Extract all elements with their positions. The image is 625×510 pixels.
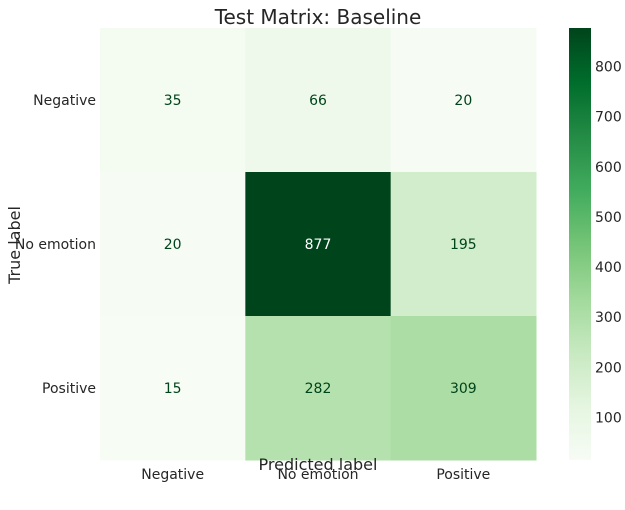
heatmap-cell xyxy=(245,28,392,173)
cell-value-label: 20 xyxy=(164,237,182,253)
x-tick-label: No emotion xyxy=(277,467,358,483)
cell-value-label: 282 xyxy=(305,381,332,397)
heatmap-cell xyxy=(245,316,392,461)
heatmap-cells xyxy=(100,28,537,461)
colorbar-tick-label: 500 xyxy=(595,210,622,226)
cell-value-label: 877 xyxy=(305,237,332,253)
colorbar-tick-label: 400 xyxy=(595,260,622,276)
colorbar-tick-label: 800 xyxy=(595,60,622,76)
colorbar-tick-label: 700 xyxy=(595,110,622,126)
x-tick-labels: Negative No emotion Positive xyxy=(141,467,490,483)
heatmap-cell xyxy=(245,172,392,317)
y-tick-label: Positive xyxy=(42,381,96,397)
cell-value-label: 15 xyxy=(164,381,182,397)
cell-value-label: 195 xyxy=(450,237,477,253)
colorbar-tick-labels: 100 200 300 400 500 600 700 800 xyxy=(595,60,622,427)
y-tick-labels: Negative No emotion Positive xyxy=(15,93,96,397)
heatmap-cell xyxy=(390,172,537,317)
heatmap-cell xyxy=(100,28,246,173)
cell-value-label: 66 xyxy=(309,93,327,109)
cell-value-labels: 35 66 20 20 877 195 15 282 309 xyxy=(164,93,477,397)
cell-value-label: 20 xyxy=(454,93,472,109)
colorbar-tick-label: 300 xyxy=(595,310,622,326)
colorbar-tick-label: 600 xyxy=(595,160,622,176)
cell-value-label: 309 xyxy=(450,381,477,397)
x-tick-label: Positive xyxy=(436,467,490,483)
colorbar-tick-label: 200 xyxy=(595,360,622,376)
cell-value-label: 35 xyxy=(164,93,182,109)
y-axis-label: True label xyxy=(5,206,24,285)
chart-title: Test Matrix: Baseline xyxy=(214,5,422,29)
x-axis-label: Predicted label xyxy=(259,455,378,474)
heatmap-cell xyxy=(390,28,537,173)
heatmap-cell xyxy=(100,172,246,317)
colorbar xyxy=(569,28,591,460)
x-tick-label: Negative xyxy=(141,467,204,483)
y-tick-label: No emotion xyxy=(15,237,96,253)
heatmap-cell xyxy=(100,316,246,461)
heatmap-cell xyxy=(390,316,537,461)
colorbar-tick-label: 100 xyxy=(595,410,622,426)
y-tick-label: Negative xyxy=(33,93,96,109)
